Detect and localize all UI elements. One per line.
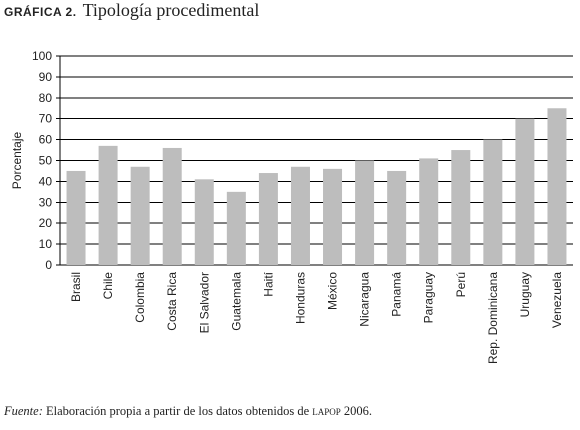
bar xyxy=(162,147,182,265)
source-year: 2006. xyxy=(343,404,373,418)
figure-title: Tipología procedimental xyxy=(82,0,260,20)
bar-chart: 0 10 20 30 40 50 60 70 80 90 100 Porcentaje Brasil Ch… xyxy=(10,49,573,364)
x-tick-label: Honduras xyxy=(293,272,307,324)
source-text: Elaboración propia a partir de los datos… xyxy=(46,404,310,418)
bar xyxy=(290,166,310,265)
bar xyxy=(355,160,375,265)
x-tick-label: Panamá xyxy=(390,272,404,317)
x-tick-label: Costa Rica xyxy=(165,272,179,331)
y-axis-title: Porcentaje xyxy=(10,131,24,189)
x-tick-label: Guatemala xyxy=(229,272,243,331)
chart-title: GRÁFICA 2. Tipología procedimental xyxy=(4,0,259,21)
y-tick-label: 50 xyxy=(39,154,53,168)
x-tick-label: Chile xyxy=(101,272,115,300)
bar xyxy=(98,145,118,265)
x-tick-label: Paraguay xyxy=(422,272,436,323)
y-tick-label: 10 xyxy=(39,237,53,251)
bar xyxy=(451,150,471,265)
bar xyxy=(323,168,343,265)
source-note: Fuente: Elaboración propia a partir de l… xyxy=(4,404,372,419)
y-tick-label: 60 xyxy=(39,133,53,147)
y-tick-label: 0 xyxy=(45,258,52,272)
bar xyxy=(419,158,439,265)
bar xyxy=(130,166,150,265)
x-tick-label: Brasil xyxy=(69,272,83,302)
y-tick-label: 70 xyxy=(39,112,53,126)
x-tick-label: El Salvador xyxy=(197,272,211,333)
x-tick-label: Haití xyxy=(261,271,275,296)
bar xyxy=(547,108,567,265)
x-tick-label: Colombia xyxy=(133,272,147,323)
x-tick-label: Perú xyxy=(454,272,468,297)
bar xyxy=(483,139,503,265)
y-tick-label: 100 xyxy=(32,49,52,63)
x-tick-label: Uruguay xyxy=(518,272,532,317)
x-tick-label: Rep. Dominicana xyxy=(486,272,500,364)
bar xyxy=(387,170,407,265)
x-tick-label: Venezuela xyxy=(550,272,564,328)
figure-label: GRÁFICA 2. xyxy=(4,5,77,19)
bar xyxy=(66,170,86,265)
source-org: lapop xyxy=(312,404,341,418)
bar xyxy=(515,118,535,265)
x-tick-label: Nicaragua xyxy=(358,272,372,327)
y-tick-label: 30 xyxy=(39,195,53,209)
bar xyxy=(258,173,278,265)
x-tick-label: México xyxy=(326,272,340,310)
y-tick-label: 80 xyxy=(39,91,53,105)
y-tick-label: 20 xyxy=(39,216,53,230)
bar xyxy=(194,179,214,265)
source-lead: Fuente: xyxy=(4,404,43,418)
bar xyxy=(226,191,246,265)
y-tick-label: 90 xyxy=(39,70,53,84)
y-tick-label: 40 xyxy=(39,174,53,188)
